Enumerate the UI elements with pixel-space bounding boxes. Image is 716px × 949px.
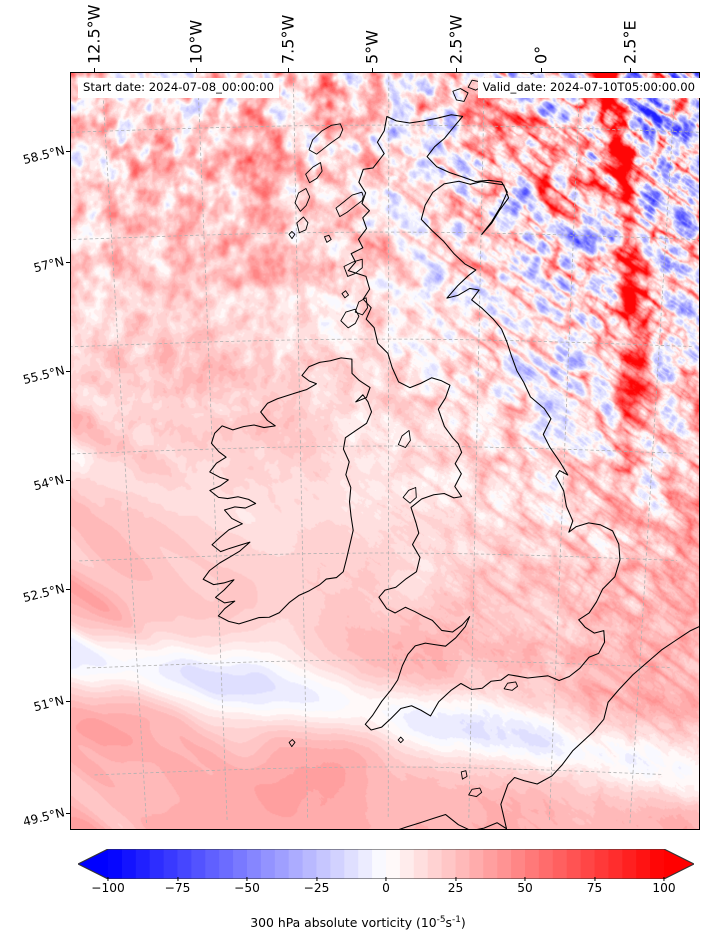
start-date-label: Start date: 2024-07-08_00:00:00: [78, 78, 279, 98]
colorbar-tick-label: −50: [234, 881, 260, 895]
colorbar-tick-mark: [107, 877, 109, 881]
lon-tick-mark: [94, 68, 96, 72]
lat-tick-label: 54°N: [32, 472, 66, 494]
valid-date-label: Valid_date: 2024-07-10T05:00:00.00: [477, 78, 700, 98]
colorbar-tick-mark: [315, 877, 318, 881]
lon-tick-mark: [288, 68, 290, 72]
colorbar-tick-mark: [593, 877, 596, 881]
lat-tick-label: 52.5°N: [21, 581, 66, 606]
colorbar-label-mid: s: [445, 915, 453, 931]
lon-tick-mark: [456, 68, 458, 72]
lon-tick-label: 2.5°E: [620, 20, 640, 64]
lat-tick-mark: [66, 589, 70, 591]
lon-tick-label: 12.5°W: [84, 4, 104, 64]
lat-tick-mark: [66, 151, 70, 153]
vorticity-field-heatmap: [71, 73, 699, 829]
lat-tick-label: 49.5°N: [21, 805, 66, 830]
lat-tick-label: 55.5°N: [21, 363, 66, 388]
colorbar-tick-mark: [246, 877, 248, 881]
lon-tick-label: 0°: [531, 45, 551, 64]
lon-tick-label: 5°W: [362, 30, 382, 64]
colorbar-label-exponent-1: -5: [436, 915, 446, 925]
colorbar-tick-label: −75: [164, 881, 191, 895]
latitude-axis-labels: 49.5°N 51°N 52.5°N 54°N 55.5°N 57°N 58.5°N: [0, 0, 70, 949]
lon-tick-mark: [196, 68, 198, 72]
lat-tick-label: 57°N: [32, 254, 66, 276]
lat-tick-mark: [66, 262, 70, 264]
lat-tick-label: 58.5°N: [21, 143, 66, 168]
colorbar-tick-mark: [176, 877, 179, 881]
lon-tick-mark: [630, 68, 632, 72]
lon-tick-label: 2.5°W: [446, 14, 466, 64]
colorbar-label-close: ): [460, 915, 466, 931]
colorbar-tick-label: 0: [382, 881, 390, 895]
lon-tick-label: 10°W: [186, 19, 206, 64]
lon-tick-label: 7.5°W: [278, 14, 298, 64]
colorbar-label-text: 300 hPa absolute vorticity (10: [250, 915, 437, 931]
colorbar-tick-labels: −100 −75 −50 −25 0 25 50 75 100: [0, 881, 716, 901]
lon-tick-mark: [372, 68, 374, 72]
map-plot-area[interactable]: [70, 72, 700, 830]
colorbar-tick-mark: [454, 877, 457, 881]
colorbar-tick-label: 25: [447, 881, 464, 895]
lat-tick-mark: [66, 813, 70, 815]
colorbar-gradient: [78, 849, 694, 879]
lat-tick-mark: [66, 371, 70, 373]
colorbar-axis-label: 300 hPa absolute vorticity (10-5s-1): [0, 915, 716, 930]
colorbar-tick-mark: [524, 877, 526, 881]
lon-tick-mark: [541, 68, 543, 72]
lat-tick-mark: [66, 701, 70, 703]
colorbar-tick-mark: [385, 877, 387, 881]
lat-tick-label: 51°N: [32, 693, 66, 715]
colorbar-tick-label: 75: [586, 881, 603, 895]
colorbar[interactable]: [78, 849, 694, 879]
colorbar-tick-label: 50: [517, 881, 533, 895]
colorbar-tick-label: −100: [91, 881, 125, 895]
colorbar-tick-label: −25: [303, 881, 330, 895]
colorbar-label-exponent-2: -1: [452, 915, 461, 925]
colorbar-tick-label: 100: [652, 881, 676, 895]
colorbar-tick-mark: [663, 877, 665, 881]
longitude-axis-labels: 12.5°W 10°W 7.5°W 5°W 2.5°W 0° 2.5°E: [0, 0, 716, 72]
lat-tick-mark: [66, 480, 70, 482]
